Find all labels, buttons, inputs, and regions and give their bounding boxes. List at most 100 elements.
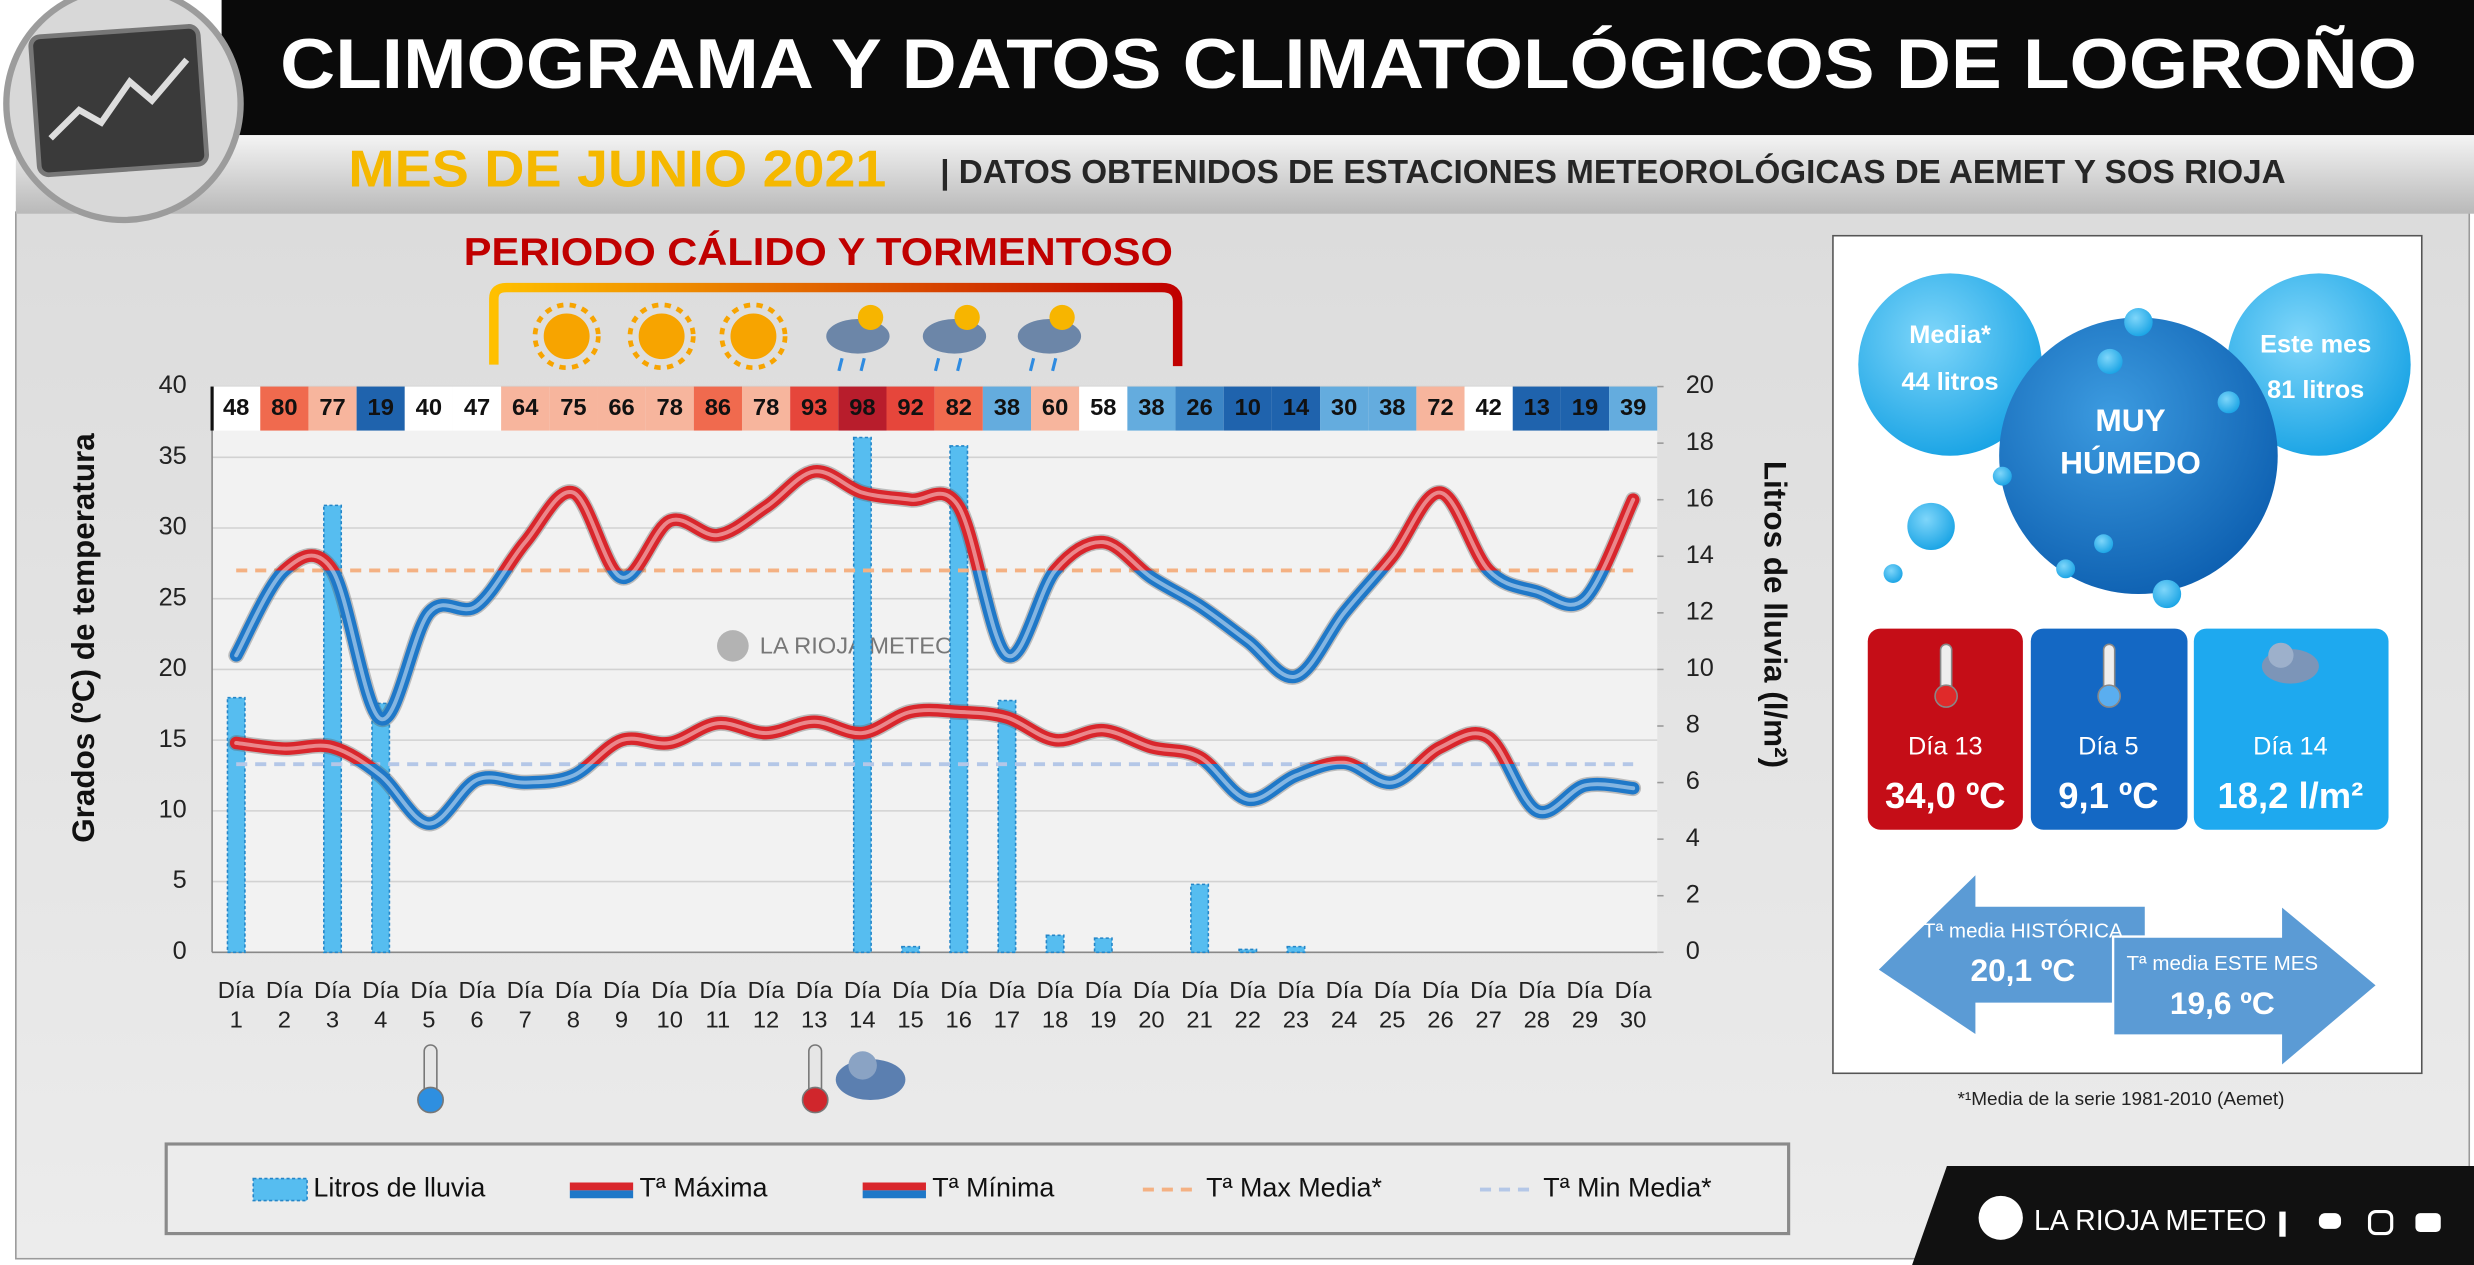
x-tick-label-box: Día 19: [1085, 977, 1122, 1034]
top-row-cell: [1175, 386, 1224, 431]
x-tick-label: Día 6: [458, 977, 496, 1034]
x-tick-label-box: Día 27: [1470, 977, 1508, 1034]
rain-bar: [1238, 948, 1258, 954]
top-row-label: 86: [705, 395, 731, 421]
watermark-logo: [717, 630, 749, 662]
subtitle: MES DE JUNIO 2021: [348, 141, 886, 199]
x-tick-label: Día 22: [1229, 977, 1267, 1034]
top-row-cell: [260, 386, 309, 431]
social-icons: [2279, 1209, 2441, 1237]
x-tick-label: Día 2: [265, 977, 303, 1034]
top-row-label: 78: [657, 395, 683, 421]
top-row-cell: [693, 386, 742, 431]
x-tick-label: Día 23: [1277, 977, 1315, 1034]
y2-tick-label: 16: [1686, 484, 1714, 512]
top-row-cell: [404, 386, 453, 431]
top-row-label: 19: [368, 395, 394, 421]
x-tick-label-box: Día 4: [362, 977, 400, 1034]
x-tick-label-box: Día 16: [940, 977, 978, 1034]
x-tick-label-box: Día 21: [1181, 977, 1219, 1034]
card-icons: [1934, 642, 2319, 708]
weather-icons: [532, 302, 1082, 372]
x-tick-label-box: Día 1: [218, 977, 255, 1034]
x-tick-label: Día 11: [699, 977, 737, 1034]
x-tick-label-box: Día 11: [699, 977, 737, 1034]
top-row-cell: [838, 386, 887, 431]
x-tick-label-box: Día 28: [1518, 977, 1555, 1034]
footer-brand: LA RIOJA METEO: [2034, 1205, 2267, 1237]
rain-bar: [949, 445, 969, 954]
x-tick-label-box: Día 2: [265, 977, 303, 1034]
arrow-value: 20,1 ºC: [1970, 952, 2075, 988]
top-row-label: 82: [946, 395, 972, 421]
x-tick-label-box: Día 14: [844, 977, 881, 1034]
card: [2193, 628, 2389, 830]
x-tick-label: Día 20: [1132, 977, 1170, 1034]
y2-tick-label: 6: [1686, 767, 1700, 795]
x-tick-label: Día 21: [1181, 977, 1219, 1034]
card-value: 34,0 ºC: [1885, 775, 2006, 816]
x-tick-label-box: Día 26: [1422, 977, 1459, 1034]
legend-label: Tª Mínima: [932, 1173, 1054, 1203]
line-highlight: [234, 708, 1636, 826]
annotation-bracket: [489, 282, 1183, 367]
x-tick-label: Día 15: [892, 977, 930, 1034]
top-row-cell: [1464, 386, 1513, 431]
card: [1867, 628, 2023, 830]
card-value: 9,1 ºC: [2058, 775, 2158, 816]
top-row-label: 19: [1572, 395, 1598, 421]
top-row-cell: [934, 386, 983, 431]
top-row-label: 42: [1475, 395, 1501, 421]
top-row-cell: [1512, 386, 1561, 431]
top-row-label: 10: [1235, 395, 1261, 421]
top-row-cell: [1560, 386, 1610, 431]
x-tick-label-box: Día 18: [1037, 977, 1074, 1034]
top-row-label: 39: [1620, 395, 1646, 421]
top-row-label: 93: [801, 395, 827, 421]
y-axis-title: Grados (ºC) de temperatura: [65, 433, 101, 843]
y-tick-label: 15: [159, 725, 187, 753]
y-tick-label: 20: [159, 654, 187, 682]
x-tick-label-box: Día 6: [458, 977, 496, 1034]
rain-bar: [852, 436, 872, 954]
line: [229, 465, 1640, 726]
x-tick-label-box: Día 9: [603, 977, 640, 1034]
x-tick-label: Día 27: [1470, 977, 1508, 1034]
top-row-cell: [790, 386, 839, 431]
top-row-label: 80: [271, 395, 297, 421]
rain-bar: [1093, 937, 1113, 954]
y-tick-label: 5: [173, 866, 187, 894]
drops: [1858, 273, 2411, 609]
top-row-cell: [308, 386, 357, 431]
y-tick-label: 25: [159, 583, 187, 611]
bubble-value: 81 litros: [2267, 376, 2364, 404]
x-tick-label: Día 30: [1614, 977, 1652, 1034]
legend-swatch: [252, 1177, 308, 1202]
x-tick-label: Día 16: [940, 977, 978, 1034]
rain-bar: [1045, 934, 1065, 954]
top-row-label: 48: [223, 395, 249, 421]
line: [229, 703, 1640, 830]
top-row-cell: [501, 386, 550, 431]
top-row-cell: [1031, 386, 1080, 431]
top-row-label: 58: [1090, 395, 1116, 421]
top-row-label: 66: [608, 395, 634, 421]
x-tick-label: Día 4: [362, 977, 400, 1034]
x-tick-label: Día 7: [506, 977, 544, 1034]
top-row-cell: [886, 386, 935, 431]
y-tick-label: 10: [159, 796, 187, 824]
top-row-cell: [741, 386, 791, 431]
x-tick-label: Día 9: [603, 977, 640, 1034]
x-tick-label-box: Día 7: [506, 977, 544, 1034]
bubble-value: 44 litros: [1902, 368, 1999, 396]
title: CLIMOGRAMA Y DATOS CLIMATOLÓGICOS DE LOG…: [280, 25, 2417, 104]
footer-band: [1912, 1166, 2474, 1265]
x-tick-label: Día 13: [795, 977, 833, 1034]
arrow-value: 19,6 ºC: [2170, 985, 2275, 1021]
y2-axis-title: Litros de lluvia (l/m²): [1757, 461, 1793, 768]
y-tick-label: 35: [159, 442, 187, 470]
top-row-cell: [1079, 386, 1128, 431]
top-row-label: 47: [464, 395, 490, 421]
y-tick-label: 40: [159, 371, 187, 399]
